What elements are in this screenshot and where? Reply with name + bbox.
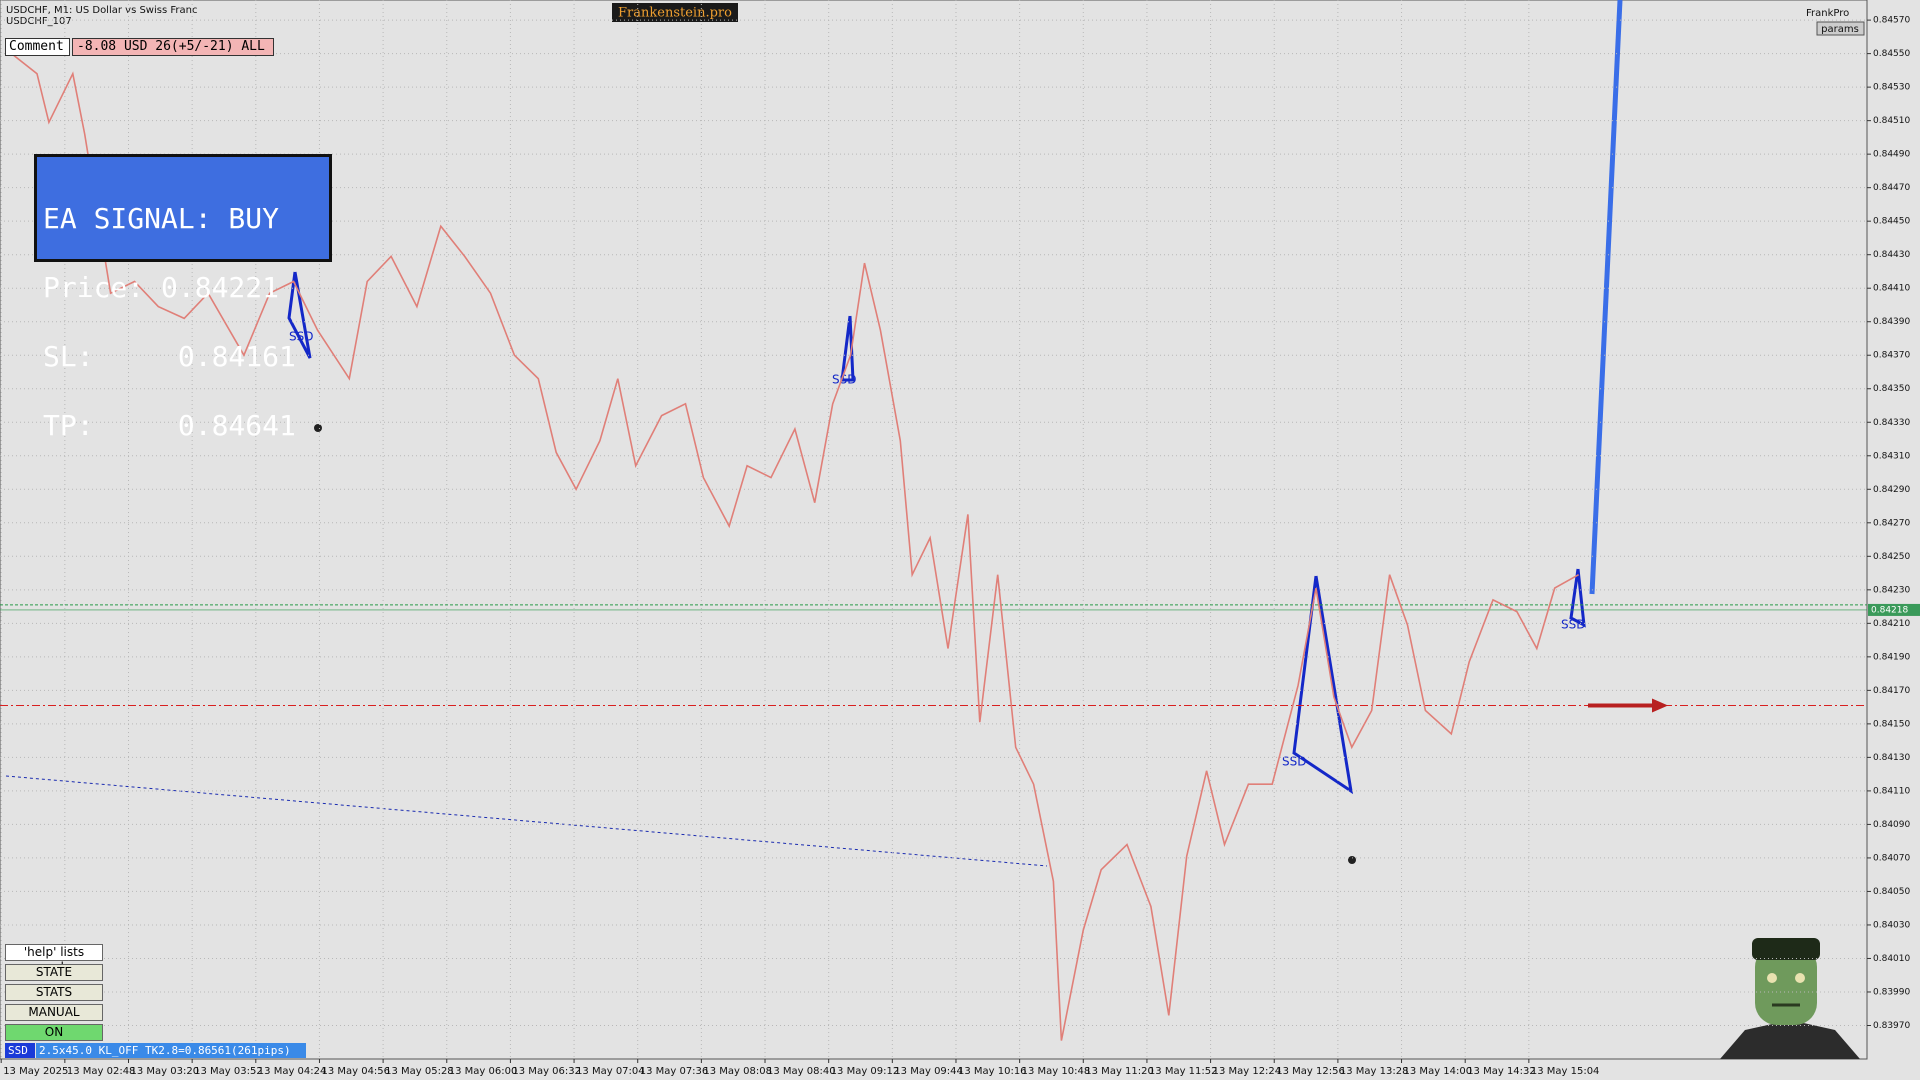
- y-tick-label: 0.84110: [1873, 786, 1910, 796]
- ssd-label: SSD: [289, 330, 313, 344]
- y-tick-label: 0.84310: [1873, 451, 1910, 461]
- stats-button[interactable]: STATS: [5, 984, 103, 1001]
- x-tick-label: 13 May 09:12: [831, 1066, 900, 1077]
- signal-sl: SL: 0.84161: [43, 340, 296, 373]
- y-tick-label: 0.84530: [1873, 83, 1910, 93]
- skull-icon: [314, 424, 322, 432]
- x-tick-label: 13 May 10:48: [1022, 1066, 1091, 1077]
- zigzag: [287, 271, 312, 359]
- x-tick-label: 13 May 07:04: [576, 1066, 645, 1077]
- y-tick-label: 0.84350: [1873, 384, 1910, 394]
- y-tick-label: 0.84290: [1873, 485, 1910, 495]
- y-tick-label: 0.84190: [1873, 652, 1910, 662]
- zigzag: [1292, 575, 1354, 795]
- x-tick-label: 13 May 14:32: [1467, 1066, 1536, 1077]
- x-tick-label: 13 May 05:28: [385, 1066, 454, 1077]
- x-tick-label: 13 May 03:20: [130, 1066, 199, 1077]
- x-tick-label: 13 May 15:04: [1531, 1066, 1600, 1077]
- mascot: [1720, 938, 1860, 1059]
- y-tick-label: 0.83990: [1873, 987, 1910, 997]
- projection-line: [1589, 0, 1623, 595]
- status-tag: SSD: [5, 1043, 35, 1058]
- comment-text: -8.08 USD 26(+5/-21) ALL: [72, 38, 274, 56]
- y-tick-label: 0.84270: [1873, 518, 1910, 528]
- signal-title: EA SIGNAL: BUY: [43, 202, 280, 235]
- y-tick-label: 0.84490: [1873, 150, 1910, 160]
- ssd-label: SSD: [1561, 618, 1585, 632]
- y-tick-label: 0.84330: [1873, 418, 1910, 428]
- y-tick-label: 0.84510: [1873, 116, 1910, 126]
- x-tick-label: 13 May 14:00: [1404, 1066, 1473, 1077]
- signal-panel: EA SIGNAL: BUY Price: 0.84221 SL: 0.8416…: [34, 154, 332, 440]
- x-tick-label: 13 May 03:52: [194, 1066, 263, 1077]
- skull-icon: [1348, 856, 1356, 864]
- x-tick-label: 13 May 11:52: [1149, 1066, 1218, 1077]
- x-tick-label: 13 May 02:48: [67, 1066, 136, 1077]
- state-button[interactable]: STATE: [5, 964, 103, 981]
- brand-box: [612, 3, 738, 22]
- x-tick-label: 13 May 13:28: [1340, 1066, 1409, 1077]
- x-tick-label: 13 May 07:36: [640, 1066, 709, 1077]
- brand: Frankenstein.pro: [618, 6, 732, 21]
- y-tick-label: 0.83970: [1873, 1021, 1910, 1031]
- signal-price: Price: 0.84221: [43, 271, 280, 304]
- x-tick-label: 13 May 04:56: [321, 1066, 390, 1077]
- current-price-box: [1868, 603, 1920, 616]
- profile-label: FrankPro: [1806, 8, 1849, 19]
- comment-label: Comment: [5, 38, 70, 56]
- x-tick-label: 13 May 08:08: [703, 1066, 772, 1077]
- y-tick-label: 0.84470: [1873, 183, 1910, 193]
- y-tick-label: 0.84170: [1873, 686, 1910, 696]
- status-text: 2.5x45.0 KL_OFF TK2.8=0.86561(261pips): [36, 1043, 306, 1058]
- params-box[interactable]: [1816, 21, 1865, 36]
- x-tick-label: 13 May 06:32: [512, 1066, 581, 1077]
- x-tick-label: 13 May 2025: [3, 1066, 68, 1077]
- y-tick-label: 0.84070: [1873, 853, 1910, 863]
- y-tick-label: 0.84090: [1873, 820, 1910, 830]
- help-button[interactable]: 'help' lists cmds: [5, 944, 103, 974]
- x-tick-label: 13 May 06:00: [449, 1066, 518, 1077]
- y-tick-label: 0.84010: [1873, 954, 1910, 964]
- x-tick-label: 13 May 04:24: [258, 1066, 327, 1077]
- x-tick-label: 13 May 11:20: [1085, 1066, 1154, 1077]
- y-tick-label: 0.84230: [1873, 585, 1910, 595]
- y-tick-label: 0.84390: [1873, 317, 1910, 327]
- x-tick-label: 13 May 12:56: [1276, 1066, 1345, 1077]
- x-tick-label: 13 May 08:40: [767, 1066, 836, 1077]
- symbol-title: USDCHF, M1: US Dollar vs Swiss Franc: [6, 5, 197, 16]
- y-tick-label: 0.84410: [1873, 284, 1910, 294]
- ssd-label: SSD: [1282, 755, 1306, 769]
- y-tick-label: 0.84250: [1873, 552, 1910, 562]
- current-price-label: 0.84218: [1871, 605, 1908, 615]
- y-tick-label: 0.84130: [1873, 753, 1910, 763]
- y-tick-label: 0.84570: [1873, 16, 1910, 26]
- x-tick-label: 13 May 12:24: [1213, 1066, 1282, 1077]
- y-tick-label: 0.84450: [1873, 217, 1910, 227]
- y-tick-label: 0.84030: [1873, 920, 1910, 930]
- account-label: USDCHF_107: [6, 16, 72, 27]
- y-tick-label: 0.84370: [1873, 351, 1910, 361]
- x-tick-label: 13 May 09:44: [894, 1066, 963, 1077]
- x-tick-label: 13 May 10:16: [958, 1066, 1027, 1077]
- y-tick-label: 0.84210: [1873, 619, 1910, 629]
- y-tick-label: 0.84550: [1873, 49, 1910, 59]
- y-tick-label: 0.84430: [1873, 250, 1910, 260]
- signal-tp: TP: 0.84641: [43, 409, 296, 442]
- params-button[interactable]: params: [1821, 24, 1859, 35]
- ssd-label: SSD: [832, 373, 856, 387]
- on-button[interactable]: ON: [5, 1024, 103, 1041]
- y-tick-label: 0.84150: [1873, 719, 1910, 729]
- trend-line: [5, 775, 1048, 867]
- manual-button[interactable]: MANUAL: [5, 1004, 103, 1021]
- zigzag: [1569, 568, 1586, 628]
- price-line: [4, 47, 1579, 1041]
- y-tick-label: 0.84050: [1873, 887, 1910, 897]
- stop-arrow-head: [1652, 698, 1668, 713]
